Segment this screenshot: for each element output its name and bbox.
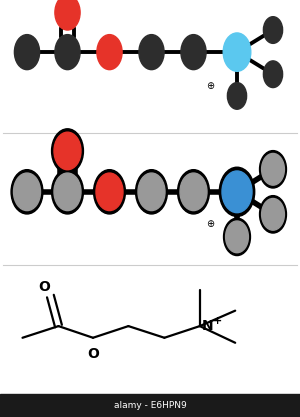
Circle shape [262,198,284,230]
Text: N: N [201,319,213,333]
Circle shape [11,170,43,214]
Circle shape [97,35,122,70]
Circle shape [227,83,247,109]
Circle shape [224,218,250,256]
Circle shape [260,196,286,233]
Circle shape [136,170,167,214]
Circle shape [55,35,80,70]
Circle shape [52,129,83,173]
Circle shape [223,33,251,71]
Circle shape [96,173,123,211]
Text: O: O [87,347,99,362]
Text: alamy - E6HPN9: alamy - E6HPN9 [114,401,186,410]
Circle shape [94,170,125,214]
Circle shape [178,170,209,214]
Circle shape [139,35,164,70]
Circle shape [14,35,40,70]
Text: ⊕: ⊕ [206,219,214,229]
Circle shape [54,132,81,170]
Text: ⊕: ⊕ [206,81,214,91]
Circle shape [219,167,255,216]
Circle shape [263,17,283,43]
Circle shape [138,173,165,211]
Text: +: + [213,316,222,326]
Circle shape [180,173,207,211]
Circle shape [263,61,283,88]
Bar [0,394,300,417]
Circle shape [181,35,206,70]
Circle shape [262,153,284,185]
Circle shape [52,170,83,214]
Circle shape [55,0,80,30]
Text: O: O [38,280,50,294]
Circle shape [54,173,81,211]
Circle shape [222,171,252,213]
Circle shape [260,151,286,188]
Circle shape [14,173,40,211]
Circle shape [226,221,248,253]
